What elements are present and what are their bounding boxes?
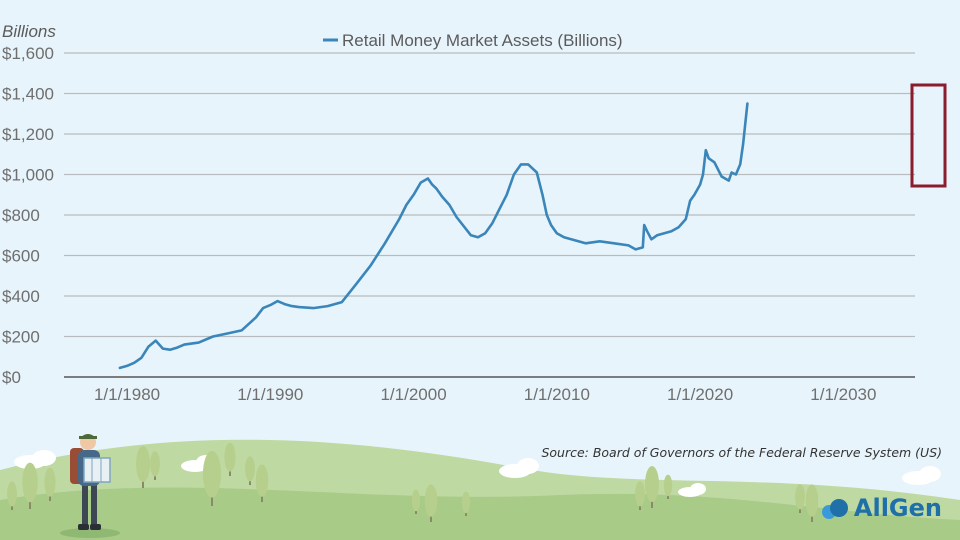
tree-icon <box>635 481 645 510</box>
y-tick-labels: $0 $200 $400 $600 $800 $1,000 $1,200 $1,400 $1,6… <box>2 44 54 387</box>
y-tick-label: $1,200 <box>2 125 54 144</box>
legend-label: Retail Money Market Assets (Billions) <box>342 31 623 50</box>
tree-icon <box>461 491 471 516</box>
plot-area: $0 $200 $400 $600 $800 $1,000 $1,200 $1,400 $1,6… <box>2 44 947 404</box>
landscape-illustration <box>0 434 960 540</box>
gridlines <box>64 52 915 338</box>
hill-front <box>0 487 960 540</box>
x-tick-label: 1/1/2030 <box>810 385 876 404</box>
cloud-icon <box>14 450 941 497</box>
y-tick-label: $400 <box>2 287 40 306</box>
cloud-logo-icon <box>821 497 848 519</box>
tree-icon <box>22 462 38 509</box>
tree-icon <box>202 450 222 506</box>
tree-icon <box>44 467 56 501</box>
y-tick-label: $0 <box>2 368 21 387</box>
x-tick-label: 1/1/1980 <box>94 385 160 404</box>
y-tick-label: $600 <box>2 247 40 266</box>
tree-icon <box>245 456 255 485</box>
highlight-box <box>910 83 947 188</box>
tree-icon <box>663 474 673 499</box>
tree-icon <box>224 442 236 476</box>
brand-name: AllGen <box>853 494 942 522</box>
tree-icon <box>255 464 269 502</box>
series-line-retail-money-market <box>118 102 749 370</box>
x-tick-label: 1/1/2000 <box>380 385 446 404</box>
y-tick-label: $800 <box>2 206 40 225</box>
x-tick-labels: 1/1/1980 1/1/1990 1/1/2000 1/1/2010 1/1/2020… <box>94 385 877 404</box>
x-tick-label: 1/1/2010 <box>524 385 590 404</box>
y-tick-label: $1,600 <box>2 44 54 63</box>
legend: Retail Money Market Assets (Billions) <box>323 31 623 50</box>
tree-icon <box>150 451 160 480</box>
tree-icon <box>424 484 438 522</box>
y-unit-label: Billions <box>2 22 56 41</box>
x-tick-label: 1/1/1990 <box>237 385 303 404</box>
brand-logo: AllGen <box>821 494 942 522</box>
tree-icon <box>645 466 659 508</box>
x-tick-label: 1/1/2020 <box>667 385 733 404</box>
source-note: Source: Board of Governors of the Federa… <box>541 445 942 460</box>
tree-icon <box>136 446 150 488</box>
tree-icons <box>7 442 819 522</box>
tree-icon <box>7 481 17 510</box>
y-tick-label: $1,400 <box>2 85 54 104</box>
y-tick-label: $200 <box>2 328 40 347</box>
hiker-icon <box>60 434 120 538</box>
tree-icon <box>411 489 421 514</box>
tree-icon <box>805 484 819 522</box>
y-tick-label: $1,000 <box>2 166 54 185</box>
tree-icon <box>795 484 805 513</box>
